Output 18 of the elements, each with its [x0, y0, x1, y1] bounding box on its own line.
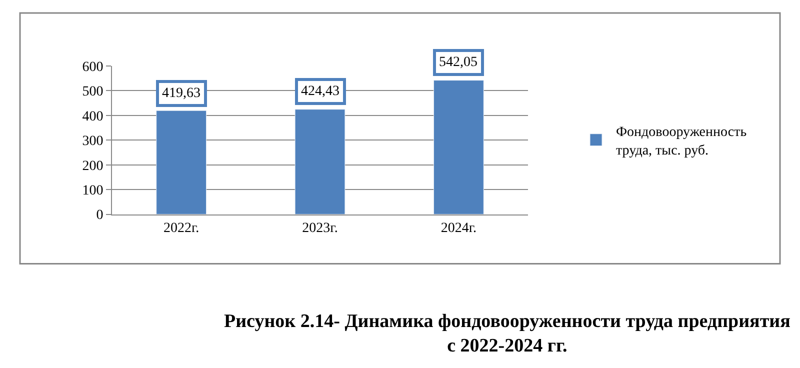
x-tick-label: 2022г.: [163, 221, 200, 236]
x-tick-label: 2024г.: [440, 221, 477, 236]
bar: [433, 80, 484, 214]
y-tick-label: 0: [96, 208, 104, 224]
bar: [156, 110, 207, 214]
x-tick-label: 2023г.: [302, 221, 338, 236]
data-label: 424,43: [301, 84, 340, 99]
bar: [294, 109, 346, 214]
y-tick-label: 500: [82, 84, 104, 100]
y-tick-label: 100: [82, 183, 104, 198]
legend-label: Фондовооруженность труда, тыс. руб.: [616, 125, 747, 158]
y-tick-label: 200: [82, 158, 104, 174]
y-tick-label: 300: [82, 134, 104, 150]
y-tick-label: 400: [82, 109, 104, 124]
text: Рисунок 2.14- Динамика фондовооруженности труда предприятия с 2022-2024 гг.: [224, 311, 790, 357]
data-label: 542,05: [439, 55, 478, 70]
data-label: 419,63: [162, 86, 200, 101]
y-tick-label: 600: [82, 60, 104, 75]
